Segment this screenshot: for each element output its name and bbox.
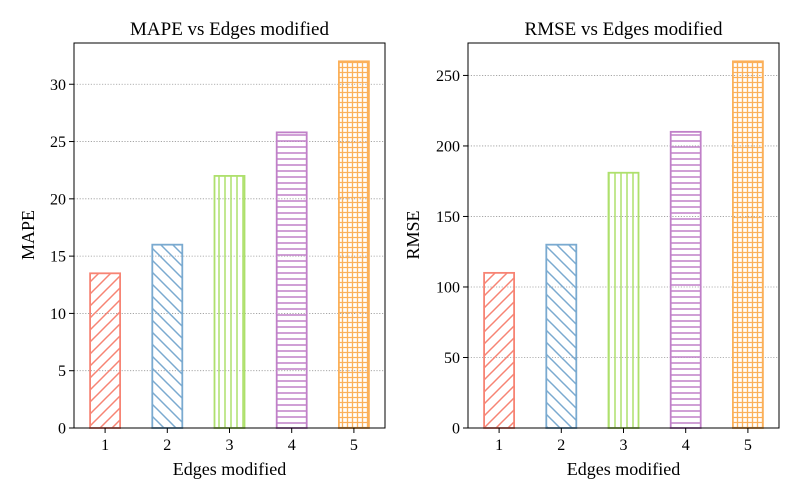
bar-4 xyxy=(669,130,702,429)
bar-2 xyxy=(545,243,578,429)
x-tick-label: 2 xyxy=(163,437,171,454)
y-tick-label: 5 xyxy=(58,363,66,380)
y-tick-label: 0 xyxy=(452,421,460,438)
x-tick-label: 2 xyxy=(557,437,565,454)
y-tick-label: 0 xyxy=(58,421,66,438)
x-axis-label: Edges modified xyxy=(173,459,286,479)
bar-3 xyxy=(607,171,640,429)
chart-title: MAPE vs Edges modified xyxy=(130,19,329,40)
y-tick-label: 10 xyxy=(50,306,66,323)
bar-5 xyxy=(337,60,370,429)
x-tick-label: 1 xyxy=(101,437,109,454)
y-tick-label: 200 xyxy=(436,138,460,155)
y-axis-label: MAPE xyxy=(18,210,38,260)
bar-5 xyxy=(732,60,764,429)
x-tick-label: 4 xyxy=(682,437,690,454)
y-tick-label: 150 xyxy=(436,209,460,226)
y-tick-label: 25 xyxy=(50,134,66,151)
x-tick-label: 5 xyxy=(744,437,752,454)
bar-1 xyxy=(483,271,516,429)
bar-4 xyxy=(275,131,308,429)
y-tick-label: 15 xyxy=(50,249,66,266)
chart-title: RMSE vs Edges modified xyxy=(525,19,723,40)
x-tick-label: 3 xyxy=(620,437,628,454)
bar-2 xyxy=(151,243,184,429)
y-tick-label: 50 xyxy=(444,350,460,367)
y-tick-label: 30 xyxy=(50,77,66,94)
y-tick-label: 100 xyxy=(436,279,460,296)
y-tick-label: 250 xyxy=(436,68,460,85)
bar-1 xyxy=(89,272,121,429)
x-tick-label: 5 xyxy=(350,437,358,454)
x-axis-label: Edges modified xyxy=(567,459,680,479)
rmse-chart: RMSE vs Edges modified Edges modified RM… xyxy=(403,19,780,479)
x-tick-label: 4 xyxy=(288,437,296,454)
x-tick-label: 1 xyxy=(495,437,503,454)
x-tick-label: 3 xyxy=(226,437,234,454)
y-tick-label: 20 xyxy=(50,191,66,208)
mape-chart: MAPE vs Edges modified Edges modified MA… xyxy=(18,19,386,479)
y-axis-label: RMSE xyxy=(403,210,423,259)
bar-3 xyxy=(213,175,246,429)
